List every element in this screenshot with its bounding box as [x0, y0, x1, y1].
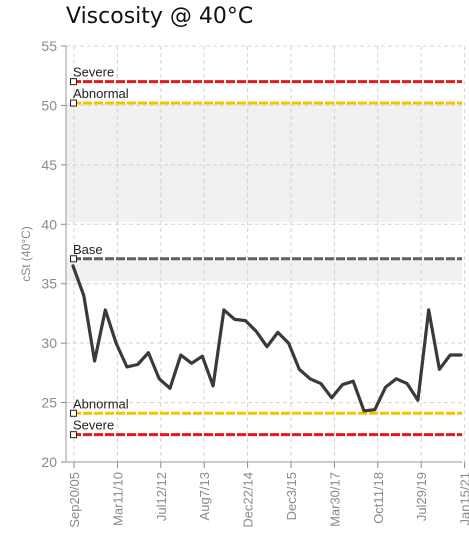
y-tick-label: 40 [41, 216, 57, 232]
x-tick-label: Aug7/13 [197, 472, 212, 520]
x-tick-label: Mar11/10 [110, 472, 125, 526]
band-layer [66, 103, 462, 282]
x-tick-label: Oct11/18 [371, 472, 386, 524]
y-tick-label: 35 [41, 276, 57, 292]
x-tick-label: Dec22/14 [241, 472, 256, 528]
shaded-band [66, 258, 462, 282]
limit-marker [70, 409, 77, 417]
x-tick-label: Sep20/05 [67, 472, 82, 528]
limit-marker [70, 99, 77, 107]
x-tick-label: Dec3/15 [284, 472, 299, 520]
y-axis-label: cSt (40°C) [19, 226, 33, 281]
limit-label: Base [73, 242, 103, 257]
x-tick-label: Mar30/17 [327, 472, 342, 527]
shaded-band [66, 103, 462, 222]
x-tick-label: Jul29/19 [414, 472, 429, 521]
limit-marker [70, 78, 77, 86]
axis-layer: 20 25 30 35 40 45 50 55 Sep20/05 Mar11/10 Jul12/12… [19, 38, 469, 528]
y-tick-label: 30 [41, 335, 57, 351]
series-layer [71, 264, 463, 413]
limit-label-layer: Severe Abnormal Base Abnormal Severe [70, 65, 129, 439]
y-tick-label: 20 [41, 454, 57, 470]
y-tick-label: 50 [41, 97, 57, 113]
limit-label: Severe [73, 65, 114, 80]
x-tick-label: Jul12/12 [154, 472, 169, 521]
limit-layer [72, 80, 462, 437]
viscosity-series-line [71, 264, 463, 413]
limit-label: Abnormal [73, 396, 129, 411]
limit-label: Abnormal [73, 86, 129, 101]
y-tick-label: 45 [41, 157, 57, 173]
chart-title: Viscosity @ 40°C [66, 4, 254, 29]
limit-label: Severe [73, 418, 114, 433]
limit-marker [70, 255, 77, 263]
limit-marker [70, 431, 77, 439]
x-tick-label: Jan15/21 [458, 472, 469, 526]
y-tick-label: 55 [41, 38, 57, 54]
y-tick-label: 25 [41, 395, 57, 411]
